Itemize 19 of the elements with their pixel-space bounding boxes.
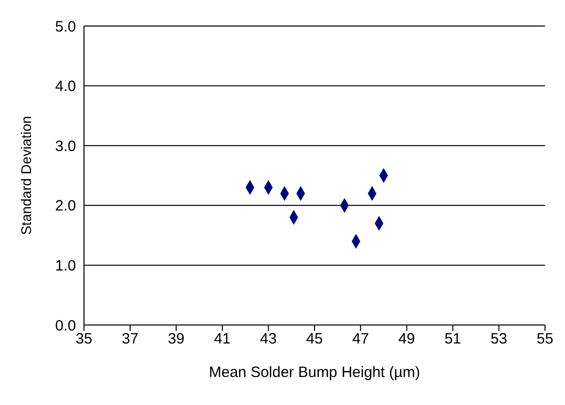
x-tick-label: 37 bbox=[122, 330, 138, 348]
x-tick-label: 51 bbox=[444, 330, 462, 348]
x-tick-label: 49 bbox=[398, 330, 416, 348]
x-tick-label: 45 bbox=[306, 330, 323, 348]
y-tick-label: 3.0 bbox=[55, 138, 76, 155]
x-tick-label: 55 bbox=[536, 330, 554, 348]
y-tick-label: 0.0 bbox=[55, 317, 76, 334]
y-tick-label: 5.0 bbox=[55, 18, 76, 36]
x-tick-label: 53 bbox=[490, 330, 508, 348]
y-tick-label: 2.0 bbox=[55, 198, 76, 215]
y-axis-title: Standard Deviation bbox=[18, 116, 34, 236]
x-tick-label: 35 bbox=[76, 330, 92, 348]
x-axis-title: Mean Solder Bump Height (µm) bbox=[208, 364, 420, 381]
x-tick-label: 47 bbox=[352, 330, 369, 348]
x-tick-label: 39 bbox=[168, 330, 185, 348]
y-tick-label: 4.0 bbox=[55, 78, 76, 96]
x-tick-label: 43 bbox=[260, 330, 277, 348]
y-tick-label: 1.0 bbox=[55, 258, 76, 275]
x-tick-label: 41 bbox=[214, 330, 231, 348]
